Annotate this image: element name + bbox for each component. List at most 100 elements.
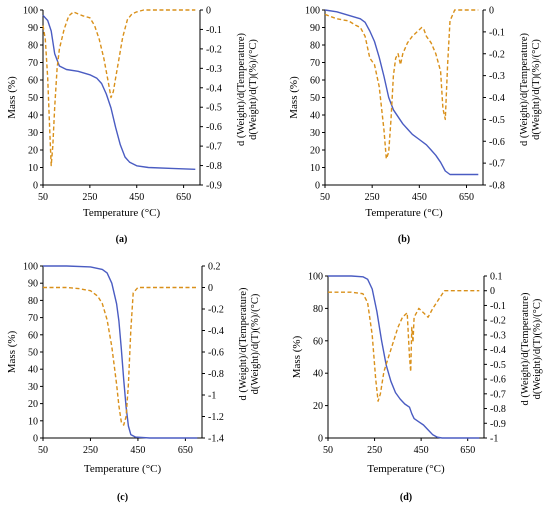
y-tick-label-right: -0.8 — [208, 369, 224, 380]
y-tick-label-left: 80 — [310, 41, 320, 52]
y-tick-label-left: 10 — [28, 416, 38, 427]
derivative-series-line — [324, 9, 479, 160]
x-tick-label: 650 — [176, 192, 191, 203]
x-axis-label: Temperature (°C) — [83, 207, 161, 219]
y-tick-label-right: -1 — [208, 391, 216, 402]
y-tick-label-right: -0.2 — [490, 316, 506, 327]
x-tick-label: 250 — [82, 192, 97, 203]
y-tick-label-right: -0.5 — [490, 360, 506, 371]
chart-panel-3: 0 20 40 60 80 100 0.1 0 -0.1 -0.2 -0.3 -0.4 -0.5 -0.6… — [291, 272, 543, 504]
y-tick-label-left: 40 — [310, 111, 320, 122]
y-tick-label-left: 70 — [28, 58, 38, 69]
y-tick-label-left: 40 — [313, 369, 323, 380]
y-tick-label-left: 100 — [305, 6, 320, 17]
y-tick-label-left: 80 — [28, 41, 38, 52]
y-tick-label-right: -0.9 — [206, 181, 222, 192]
y-tick-label-right: -0.8 — [206, 161, 222, 172]
y-tick-label-left: 30 — [28, 128, 38, 139]
panel-label: (d) — [400, 492, 412, 503]
y-tick-label-left: 0 — [33, 181, 38, 192]
y-tick-label-left: 100 — [23, 6, 38, 17]
y-tick-label-right: 0.1 — [490, 272, 503, 283]
y-tick-label-left: 90 — [28, 279, 38, 290]
mass-series-line — [42, 14, 196, 170]
y-tick-label-right: -1.2 — [208, 412, 224, 423]
y-tick-label-left: 20 — [313, 401, 323, 412]
y-tick-label-right: -0.6 — [208, 348, 224, 359]
y-tick-label-right: -0.8 — [490, 404, 506, 415]
chart-panel-1: 0 10 20 30 40 50 60 70 80 90 100 0 -0.1 -0.2 -0.3 -0.4 -… — [288, 6, 542, 246]
y-tick-label-right: 0 — [489, 6, 494, 17]
y-axis-label-left: Mass (%) — [6, 76, 18, 119]
y-tick-label-left: 0 — [315, 181, 320, 192]
y-axis-label-right: d (Weight)/d(Temperature) — [519, 33, 530, 146]
y-tick-label-right: -1 — [490, 434, 498, 445]
y-axis-label-right: d (Weight)/d(Temperature) — [238, 287, 249, 400]
panel-label: (c) — [117, 492, 128, 503]
y-tick-label-left: 30 — [310, 128, 320, 139]
y-tick-label-left: 100 — [23, 262, 38, 273]
x-tick-label: 450 — [412, 192, 427, 203]
panel-label: (a) — [116, 234, 128, 245]
x-tick-label: 450 — [414, 445, 429, 456]
y-tick-label-left: 50 — [310, 93, 320, 104]
x-tick-label: 250 — [367, 445, 382, 456]
y-tick-label-right: -0.2 — [206, 44, 222, 55]
derivative-series-line — [43, 286, 198, 426]
y-tick-label-left: 60 — [313, 336, 323, 347]
x-tick-label: 250 — [83, 445, 98, 456]
y-axis-label-right: d (Weight)/d(Temperature) — [520, 292, 531, 405]
y-tick-label-left: 80 — [28, 296, 38, 307]
x-tick-label: 650 — [459, 192, 474, 203]
y-tick-label-left: 10 — [28, 163, 38, 174]
y-tick-label-right: -0.9 — [490, 419, 506, 430]
y-tick-label-right: -0.7 — [489, 159, 505, 170]
y-tick-label-left: 20 — [310, 146, 320, 157]
panel-label: (b) — [398, 234, 410, 245]
y-tick-label-left: 90 — [28, 23, 38, 34]
y-tick-label-left: 80 — [313, 304, 323, 315]
y-tick-label-right: -0.1 — [490, 301, 506, 312]
y-tick-label-right: -0.1 — [489, 27, 505, 38]
x-tick-label: 50 — [38, 192, 48, 203]
y-axis-label-left: Mass (%) — [291, 335, 303, 378]
y-tick-label-right: 0.2 — [208, 262, 221, 273]
y-axis-label-right: d(Weight)/d(T)(%)/(°C) — [532, 298, 543, 399]
y-tick-label-right: 0 — [490, 286, 495, 297]
y-tick-label-left: 0 — [33, 434, 38, 445]
y-axis-label-right: d(Weight)/d(T)(%)/(°C) — [250, 293, 261, 394]
y-tick-label-right: -0.5 — [489, 115, 505, 126]
x-tick-label: 450 — [129, 192, 144, 203]
x-tick-label: 650 — [460, 445, 475, 456]
y-tick-label-right: -0.8 — [489, 181, 505, 192]
y-tick-label-right: -0.2 — [208, 305, 224, 316]
y-tick-label-left: 60 — [28, 76, 38, 87]
y-tick-label-left: 100 — [308, 272, 323, 283]
x-tick-label: 450 — [130, 445, 145, 456]
y-tick-label-right: -0.1 — [206, 25, 222, 36]
mass-series-line — [328, 275, 480, 439]
x-axis-label: Temperature (°C) — [367, 463, 445, 475]
y-tick-label-right: -0.6 — [490, 375, 506, 386]
y-tick-label-right: -0.4 — [489, 93, 505, 104]
y-tick-label-right: -0.5 — [206, 103, 222, 114]
y-tick-label-left: 50 — [28, 93, 38, 104]
x-tick-label: 50 — [38, 445, 48, 456]
y-tick-label-left: 40 — [28, 111, 38, 122]
y-tick-label-left: 10 — [310, 163, 320, 174]
y-tick-label-left: 40 — [28, 365, 38, 376]
chart-panel-2: 0 10 20 30 40 50 60 70 80 90 100 0.2 0 -0.2 -0.4 -0.6 -0… — [6, 262, 261, 504]
y-tick-label-right: -0.2 — [489, 49, 505, 60]
y-tick-label-right: 0 — [206, 6, 211, 17]
y-tick-label-left: 90 — [310, 23, 320, 34]
y-tick-label-right: -0.6 — [206, 122, 222, 133]
mass-series-line — [43, 265, 198, 439]
y-tick-label-right: -0.4 — [206, 83, 222, 94]
y-tick-label-right: -0.7 — [490, 389, 506, 400]
derivative-series-line — [328, 290, 480, 402]
y-tick-label-right: -0.3 — [489, 71, 505, 82]
chart-panel-0: 0 10 20 30 40 50 60 70 80 90 100 0 -0.1 -0.2 -0.3 -0.4 -… — [6, 6, 259, 246]
x-axis-label: Temperature (°C) — [365, 207, 443, 219]
y-tick-label-left: 60 — [28, 330, 38, 341]
